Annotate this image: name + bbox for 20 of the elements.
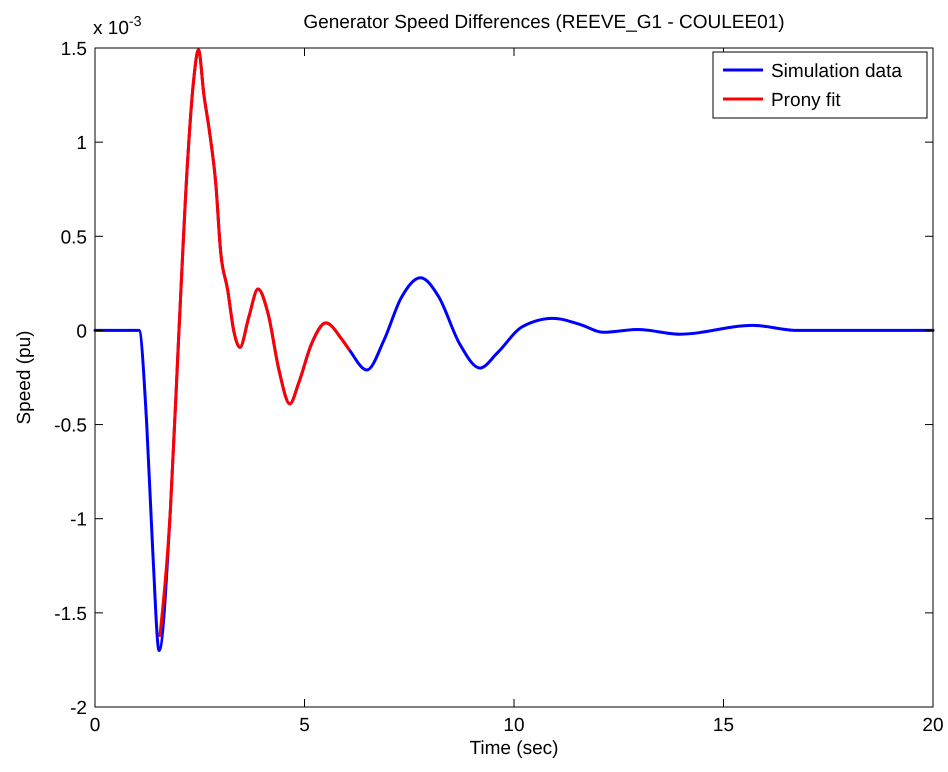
x-tick-label: 5 bbox=[299, 715, 310, 736]
x-tick-label: 20 bbox=[922, 715, 944, 736]
y-tick-label: -1 bbox=[70, 510, 87, 531]
legend-label: Simulation data bbox=[771, 61, 902, 82]
y-tick-label: 0 bbox=[76, 321, 87, 342]
x-tick-label: 15 bbox=[712, 715, 734, 736]
x-axis-title: Time (sec) bbox=[469, 738, 559, 759]
y-tick-label: 1 bbox=[76, 133, 87, 154]
chart-title: Generator Speed Differences (REEVE_G1 - COULEE01) bbox=[303, 12, 785, 33]
legend-label: Prony fit bbox=[771, 90, 842, 111]
y-tick-label: -2 bbox=[70, 698, 87, 719]
x-tick-label: 0 bbox=[90, 715, 100, 736]
y-axis-title: Speed (pu) bbox=[14, 330, 35, 425]
y-tick-label: 1.5 bbox=[60, 39, 87, 60]
x-tick-label: 10 bbox=[503, 715, 525, 736]
y-tick-label: -0.5 bbox=[54, 416, 87, 437]
y-tick-label: 0.5 bbox=[60, 227, 87, 248]
text: x 10$^{-3}$ bbox=[93, 14, 142, 39]
line-series bbox=[158, 48, 350, 637]
y-tick-label: -1.5 bbox=[54, 604, 87, 625]
